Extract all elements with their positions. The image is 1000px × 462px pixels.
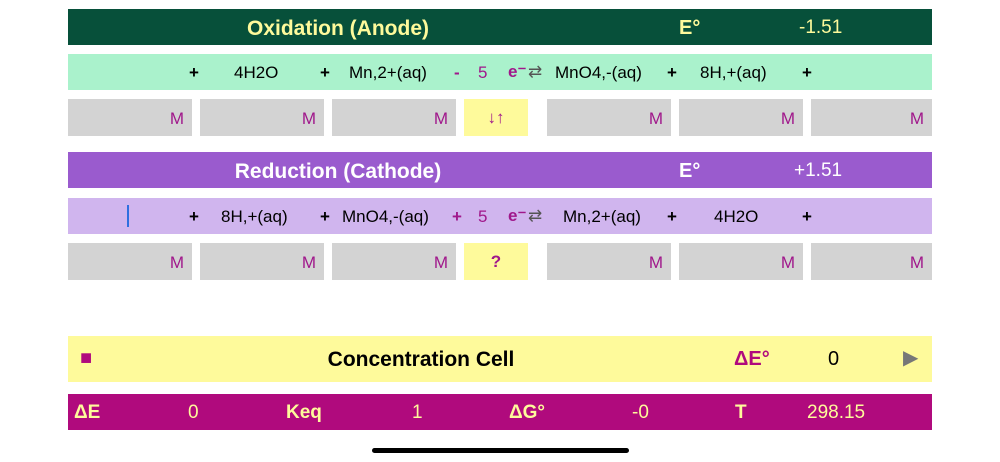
molar-unit: M bbox=[909, 253, 924, 272]
delta-e-label: ΔE bbox=[74, 402, 101, 423]
reduction-concentration-1[interactable]: M bbox=[68, 243, 192, 280]
oxidation-species-3[interactable]: MnO4,-(aq) bbox=[555, 63, 642, 82]
oxidation-concentration-1[interactable]: M bbox=[68, 99, 192, 136]
reduction-species-1[interactable]: 8H,+(aq) bbox=[221, 207, 288, 226]
plus-sign: + bbox=[189, 63, 199, 82]
oxidation-title: Oxidation (Anode) bbox=[247, 17, 429, 40]
reduction-electron-sign: + bbox=[452, 207, 462, 226]
plus-sign: + bbox=[802, 207, 812, 226]
reduction-concentration-5[interactable]: M bbox=[679, 243, 803, 280]
delta-g-value: -0 bbox=[632, 402, 649, 423]
oxidation-species-2[interactable]: Mn,2+(aq) bbox=[349, 63, 427, 82]
delta-g-label: ΔG° bbox=[509, 402, 546, 423]
stop-icon[interactable]: ■ bbox=[80, 347, 93, 369]
equilibrium-arrow-icon: ⇄ bbox=[528, 62, 543, 81]
plus-sign: + bbox=[802, 63, 812, 82]
oxidation-concentration-6[interactable]: M bbox=[811, 99, 932, 136]
molar-unit: M bbox=[780, 109, 795, 128]
plus-sign: + bbox=[667, 63, 677, 82]
plus-sign: + bbox=[667, 207, 677, 226]
molar-unit: M bbox=[301, 109, 316, 128]
molar-unit: M bbox=[780, 253, 795, 272]
oxidation-concentration-3[interactable]: M bbox=[332, 99, 456, 136]
reduction-species-4[interactable]: 4H2O bbox=[714, 207, 759, 226]
molar-unit: M bbox=[648, 109, 663, 128]
reduction-header: Reduction (Cathode) E° +1.51 bbox=[68, 152, 932, 188]
oxidation-concentration-5[interactable]: M bbox=[679, 99, 803, 136]
molar-unit: M bbox=[433, 109, 448, 128]
keq-label: Keq bbox=[286, 402, 322, 423]
electron-symbol: e⁻ bbox=[508, 206, 527, 225]
equilibrium-arrow-icon: ⇄ bbox=[528, 206, 543, 225]
molar-unit: M bbox=[433, 253, 448, 272]
reduction-concentration-4[interactable]: M bbox=[547, 243, 671, 280]
oxidation-concentration-4[interactable]: M bbox=[547, 99, 671, 136]
oxidation-electron-count[interactable]: 5 bbox=[478, 63, 488, 82]
oxidation-e-label: E° bbox=[679, 17, 701, 39]
molar-unit: M bbox=[301, 253, 316, 272]
reduction-e-label: E° bbox=[679, 160, 701, 182]
oxidation-electron-sign: - bbox=[454, 63, 460, 82]
molar-unit: M bbox=[648, 253, 663, 272]
delta-e-value: 0 bbox=[188, 402, 199, 423]
molar-unit: M bbox=[909, 109, 924, 128]
reduction-concentration-3[interactable]: M bbox=[332, 243, 456, 280]
reduction-species-2[interactable]: MnO4,-(aq) bbox=[342, 207, 429, 226]
oxidation-equation: + 4H2O + Mn,2+(aq) - 5 e⁻ ⇄ MnO4,-(aq) +… bbox=[68, 54, 932, 90]
plus-sign: + bbox=[189, 207, 199, 226]
oxidation-species-4[interactable]: 8H,+(aq) bbox=[700, 63, 767, 82]
molar-unit: M bbox=[169, 253, 184, 272]
query-button[interactable]: ? bbox=[464, 243, 528, 280]
reduction-species-3[interactable]: Mn,2+(aq) bbox=[563, 207, 641, 226]
text-cursor bbox=[127, 205, 129, 227]
oxidation-header: Oxidation (Anode) E° -1.51 bbox=[68, 9, 932, 45]
reduction-e-value[interactable]: +1.51 bbox=[794, 160, 843, 181]
reduction-electron-count[interactable]: 5 bbox=[478, 207, 488, 226]
cell-title: Concentration Cell bbox=[327, 348, 515, 371]
cell-delta-e-value: 0 bbox=[828, 348, 840, 370]
molar-unit: M bbox=[169, 109, 184, 128]
reduction-concentration-2[interactable]: M bbox=[200, 243, 324, 280]
oxidation-e-value[interactable]: -1.51 bbox=[799, 17, 843, 38]
play-icon[interactable]: ▶ bbox=[903, 347, 919, 369]
temperature-value[interactable]: 298.15 bbox=[807, 402, 866, 423]
oxidation-concentration-2[interactable]: M bbox=[200, 99, 324, 136]
swap-direction-button[interactable]: ↓↑ bbox=[464, 99, 528, 136]
home-indicator[interactable] bbox=[372, 448, 629, 453]
plus-sign: + bbox=[320, 207, 330, 226]
reduction-title: Reduction (Cathode) bbox=[234, 160, 442, 183]
electron-symbol: e⁻ bbox=[508, 62, 527, 81]
plus-sign: + bbox=[320, 63, 330, 82]
reduction-equation: + 8H,+(aq) + MnO4,-(aq) + 5 e⁻ ⇄ Mn,2+(a… bbox=[68, 198, 932, 234]
stats-bar: ΔE 0 Keq 1 ΔG° -0 T 298.15 bbox=[68, 394, 932, 430]
reduction-concentration-6[interactable]: M bbox=[811, 243, 932, 280]
temperature-label: T bbox=[735, 402, 747, 423]
keq-value: 1 bbox=[412, 402, 423, 423]
cell-delta-e-label: ΔE° bbox=[734, 348, 770, 370]
cell-summary-bar: ■ Concentration Cell ΔE° 0 ▶ bbox=[68, 336, 932, 382]
oxidation-species-1[interactable]: 4H2O bbox=[234, 63, 279, 82]
